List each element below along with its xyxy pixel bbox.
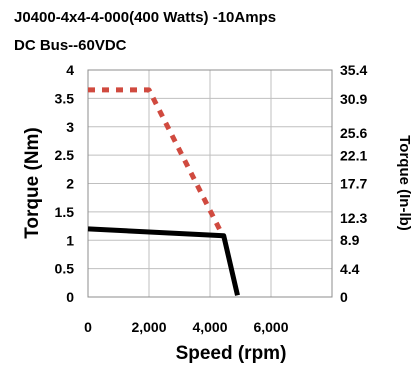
y-tick-label: 3: [66, 119, 74, 135]
x-tick-label: 6,000: [253, 319, 288, 335]
x-tick-labels: 0 2,000 4,000 6,000: [84, 319, 289, 335]
y2-tick-label: 8.9: [340, 232, 360, 248]
y-tick-label: 2: [66, 176, 74, 192]
y-tick-label: 0.5: [55, 261, 75, 277]
y2-tick-label: 4.4: [340, 261, 360, 277]
y-tick-label: 1: [66, 232, 74, 248]
y2-tick-label: 35.4: [340, 62, 367, 78]
y2-tick-label: 17.7: [340, 176, 367, 192]
y-axis-label: Torque (Nm): [22, 127, 43, 239]
chart-subtitle: DC Bus--60VDC: [14, 37, 127, 54]
series-layer: [87, 87, 240, 296]
series-solid-line: [87, 226, 240, 296]
plot-frame: [87, 69, 333, 298]
y-tick-label: 4: [66, 62, 74, 78]
y2-tick-labels: 0 4.4 8.9 12.3 17.7 22.1 25.6 30.9 35.4: [340, 62, 367, 305]
y-tick-label: 3.5: [55, 90, 75, 106]
y2-tick-label: 12.3: [340, 210, 367, 226]
x-tick-label: 0: [84, 319, 92, 335]
x-axis-label: Speed (rpm): [176, 343, 287, 364]
y-tick-label: 1.5: [55, 204, 75, 220]
x-tick-label: 2,000: [131, 319, 166, 335]
y2-tick-label: 0: [340, 289, 348, 305]
series-dotted-line: [88, 87, 226, 239]
y2-tick-label: 22.1: [340, 147, 367, 163]
chart-title: J0400-4x4-4-000(400 Watts) -10Amps: [14, 9, 276, 26]
y2-axis-label: Torque (In-lb): [396, 135, 412, 231]
grid-lines: [87, 69, 332, 298]
x-tick-label: 4,000: [192, 319, 227, 335]
y2-tick-label: 30.9: [340, 91, 367, 107]
y2-tick-label: 25.6: [340, 125, 367, 141]
y-tick-labels: 0 0.5 1 1.5 2 2.5 3 3.5 4: [55, 62, 75, 305]
y-tick-label: 0: [66, 289, 74, 305]
y-tick-label: 2.5: [55, 147, 75, 163]
